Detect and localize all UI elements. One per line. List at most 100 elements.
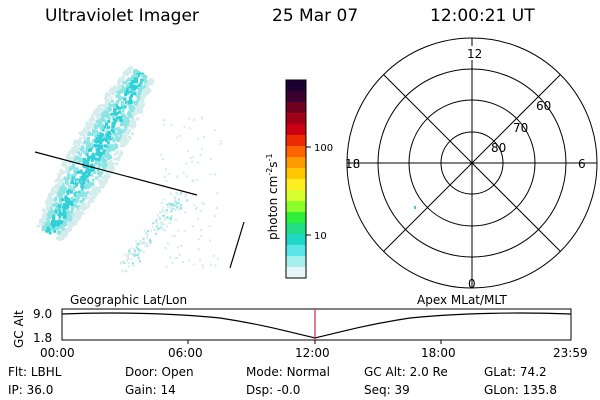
auroral-pixel: [64, 180, 68, 184]
mlt-label-12: 12: [467, 47, 482, 61]
auroral-pixel: [97, 111, 101, 114]
auroral-pixel: [128, 101, 131, 105]
auroral-pixel: [210, 263, 212, 266]
auroral-pixel: [127, 110, 131, 114]
auroral-pixel: [95, 113, 99, 117]
polar-data-speck: [414, 206, 416, 209]
auroral-pixel: [143, 93, 146, 97]
auroral-pixel: [176, 256, 179, 259]
auroral-pixel: [171, 262, 174, 265]
auroral-pixel: [66, 156, 70, 159]
auroral-pixel: [104, 174, 108, 178]
auroral-pixel: [64, 195, 68, 199]
auroral-pixel: [109, 165, 113, 169]
colorbar-band: [286, 157, 306, 169]
auroral-pixel: [182, 171, 185, 174]
auroral-pixel: [131, 247, 134, 250]
auroral-pixel: [139, 99, 143, 103]
auroral-pixel: [94, 158, 98, 162]
auroral-pixel: [81, 158, 85, 161]
auroral-pixel: [58, 197, 62, 201]
auroral-pixel: [177, 198, 180, 201]
auroral-pixel: [47, 207, 51, 211]
auroral-pixel: [59, 186, 63, 190]
auroral-pixel: [126, 259, 129, 262]
auroral-pixel: [83, 202, 87, 206]
auroral-pixel: [111, 162, 115, 166]
auroral-pixel: [80, 193, 84, 197]
auroral-pixel: [120, 80, 124, 84]
auroral-pixel: [106, 141, 110, 145]
auroral-pixel: [121, 270, 124, 273]
auroral-pixel: [72, 198, 76, 202]
mlt-label-0: 0: [468, 277, 476, 291]
auroral-pixel: [106, 133, 110, 137]
auroral-pixel: [129, 98, 133, 102]
auroral-pixel: [70, 166, 74, 170]
auroral-pixel: [185, 175, 188, 178]
auroral-pixel: [213, 215, 216, 218]
auroral-pixel: [140, 74, 144, 77]
auroral-pixel: [78, 190, 81, 194]
auroral-pixel: [73, 182, 77, 186]
auroral-pixel: [170, 207, 173, 210]
auroral-pixel: [143, 85, 147, 89]
colorbar-band: [286, 80, 306, 92]
auroral-pixel: [89, 145, 93, 148]
auroral-pixel: [124, 141, 128, 145]
auroral-pixel: [196, 161, 199, 164]
auroral-pixel: [217, 257, 220, 260]
auroral-pixel: [67, 173, 71, 177]
auroral-pixel: [135, 240, 138, 242]
auroral-pixel: [139, 81, 143, 85]
auroral-pixel: [124, 93, 128, 97]
auroral-pixel: [66, 167, 70, 171]
auroral-pixel: [138, 249, 141, 252]
auroral-pixel: [63, 231, 67, 235]
auroral-pixel: [73, 213, 77, 217]
auroral-pixel: [200, 235, 203, 238]
auroral-pixel: [129, 66, 133, 70]
auroral-pixel: [103, 119, 107, 123]
auroral-pixel: [57, 176, 61, 180]
auroral-pixel: [112, 147, 116, 151]
colorbar-unit-label: photon cm-2s-1: [265, 153, 280, 240]
auroral-pixel: [90, 173, 94, 177]
auroral-pixel: [129, 248, 131, 251]
auroral-pixel: [114, 137, 118, 141]
auroral-pixel: [170, 203, 173, 206]
auroral-pixel: [171, 234, 174, 237]
colorbar-band: [286, 179, 306, 191]
auroral-pixel: [78, 210, 82, 214]
auroral-pixel: [62, 185, 66, 188]
auroral-pixel: [102, 111, 106, 115]
auroral-pixel: [209, 239, 211, 242]
auroral-pixel: [160, 226, 163, 229]
auroral-pixel: [178, 254, 181, 257]
auroral-pixel: [103, 158, 107, 162]
auroral-pixel: [124, 123, 128, 127]
auroral-pixel: [84, 194, 88, 198]
auroral-pixel: [93, 195, 97, 199]
auroral-pixel: [81, 178, 85, 182]
auroral-pixel: [78, 153, 82, 157]
auroral-pixel: [66, 191, 70, 195]
auroral-pixel: [63, 234, 67, 238]
auroral-pixel: [130, 92, 134, 96]
auroral-pixel: [96, 115, 100, 119]
colorbar-band: [286, 256, 306, 268]
auroral-pixel: [97, 104, 101, 108]
auroral-pixel: [60, 234, 64, 238]
auroral-pixel: [209, 158, 212, 160]
polar-plot: 12 18 6 0 60 70 80: [345, 37, 598, 291]
auroral-pixel: [86, 203, 90, 206]
auroral-pixel: [47, 223, 50, 227]
auroral-pixel: [93, 191, 97, 195]
auroral-pixel: [91, 116, 94, 119]
auroral-pixel: [115, 94, 119, 98]
colorbar-tick-label-100: 100: [314, 143, 333, 154]
auroral-pixel: [170, 218, 173, 221]
auroral-pixel: [62, 187, 66, 191]
auroral-pixel: [81, 211, 85, 215]
auroral-pixel: [70, 219, 74, 223]
